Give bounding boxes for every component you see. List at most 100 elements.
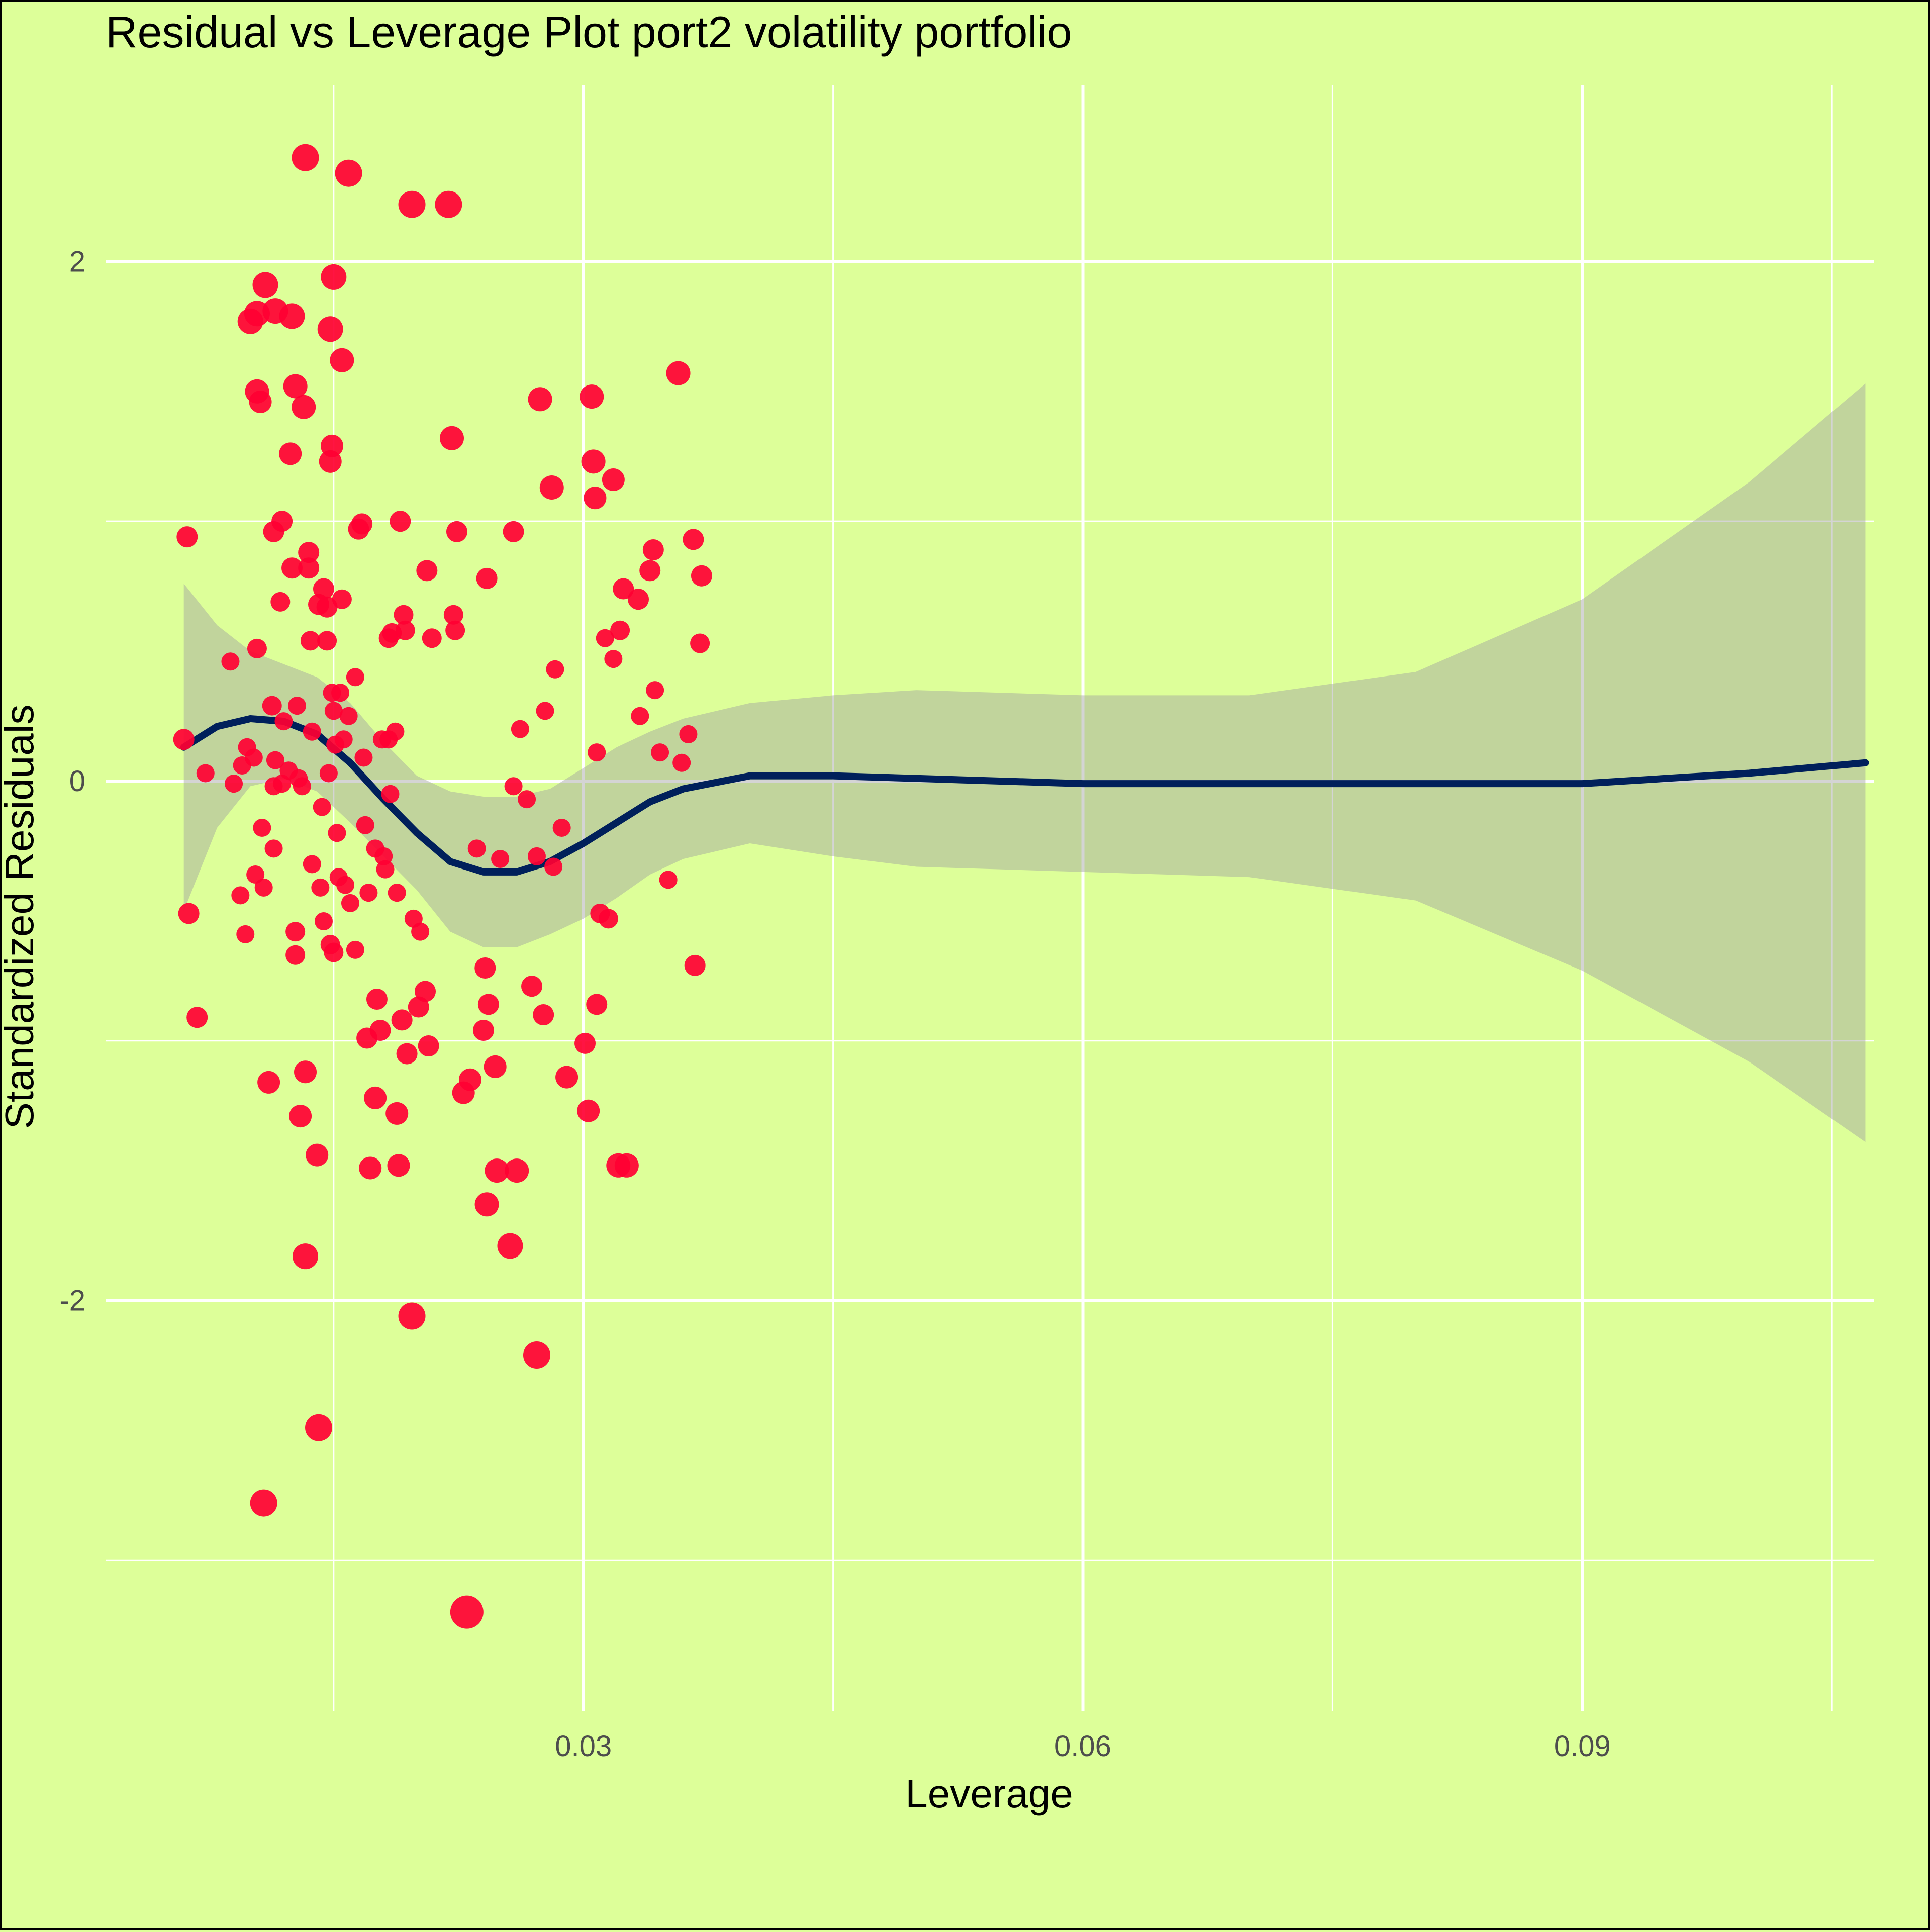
data-point bbox=[254, 878, 273, 897]
data-point bbox=[356, 816, 374, 834]
data-point bbox=[331, 684, 350, 702]
data-point bbox=[249, 390, 272, 413]
data-point bbox=[474, 957, 496, 979]
data-point bbox=[511, 720, 529, 738]
data-point bbox=[274, 712, 293, 731]
data-point bbox=[335, 159, 362, 187]
data-point bbox=[523, 1341, 550, 1369]
data-point bbox=[398, 190, 426, 218]
data-point bbox=[266, 751, 284, 769]
data-point bbox=[369, 1020, 391, 1041]
tick-labels: 0.03 0.06 0.09 -2 0 2 bbox=[59, 245, 1610, 1763]
data-point bbox=[672, 753, 691, 772]
data-point bbox=[386, 722, 405, 741]
data-point bbox=[659, 871, 678, 889]
data-point bbox=[580, 384, 604, 409]
data-point bbox=[351, 513, 373, 535]
data-point bbox=[257, 1071, 280, 1094]
data-point bbox=[613, 578, 634, 600]
data-point bbox=[279, 442, 302, 465]
x-tick-label: 0.09 bbox=[1554, 1730, 1611, 1763]
data-point bbox=[610, 620, 630, 640]
data-point bbox=[474, 1192, 499, 1217]
data-point bbox=[321, 264, 347, 290]
data-point bbox=[388, 884, 406, 902]
data-point bbox=[546, 660, 564, 679]
data-point bbox=[316, 596, 338, 618]
data-point bbox=[313, 578, 334, 600]
data-point bbox=[446, 521, 467, 542]
data-point bbox=[467, 839, 486, 858]
data-point bbox=[250, 1489, 277, 1517]
data-point bbox=[324, 942, 344, 962]
data-point bbox=[491, 849, 510, 868]
data-point bbox=[391, 1009, 413, 1031]
points-layer bbox=[173, 144, 712, 1629]
data-point bbox=[313, 798, 331, 816]
data-point bbox=[533, 1004, 554, 1026]
x-tick-label: 0.06 bbox=[1054, 1730, 1111, 1763]
chart-title: Residual vs Leverage Plot port2 volatili… bbox=[106, 7, 1072, 57]
data-point bbox=[317, 631, 337, 651]
data-point bbox=[536, 702, 554, 720]
data-point bbox=[294, 1060, 317, 1084]
data-point bbox=[271, 511, 293, 532]
data-point bbox=[332, 589, 352, 609]
data-point bbox=[221, 652, 240, 671]
data-point bbox=[330, 348, 354, 372]
data-point bbox=[642, 539, 664, 561]
y-tick-label: 2 bbox=[69, 245, 85, 278]
data-point bbox=[178, 903, 200, 924]
data-point bbox=[395, 620, 415, 640]
data-point bbox=[298, 542, 320, 563]
data-point bbox=[252, 272, 278, 298]
data-point bbox=[298, 557, 320, 579]
data-point bbox=[346, 668, 364, 687]
data-point bbox=[485, 1158, 509, 1183]
data-point bbox=[631, 707, 649, 725]
data-point bbox=[666, 361, 691, 385]
data-point bbox=[292, 395, 316, 419]
data-point bbox=[646, 681, 664, 700]
y-tick-label: -2 bbox=[59, 1284, 85, 1317]
data-point bbox=[544, 857, 563, 876]
data-point bbox=[231, 886, 250, 905]
data-point bbox=[586, 994, 608, 1015]
data-point bbox=[602, 468, 625, 491]
data-point bbox=[588, 743, 606, 762]
data-point bbox=[283, 374, 308, 399]
data-point bbox=[394, 605, 414, 625]
data-point bbox=[497, 1233, 523, 1259]
data-point bbox=[319, 764, 338, 783]
y-axis-title: Standardized Residuals bbox=[2, 705, 42, 1129]
data-point bbox=[385, 1102, 409, 1125]
data-point bbox=[398, 1302, 426, 1330]
data-point bbox=[472, 1020, 494, 1041]
data-point bbox=[390, 511, 411, 532]
data-point bbox=[418, 1035, 439, 1057]
data-point bbox=[314, 912, 333, 931]
confidence-band-layer bbox=[183, 383, 1866, 1142]
data-point bbox=[574, 1032, 596, 1054]
data-point bbox=[505, 1158, 529, 1183]
data-point bbox=[614, 1153, 639, 1178]
data-point bbox=[411, 922, 430, 941]
data-point bbox=[244, 748, 263, 767]
data-point bbox=[584, 487, 607, 510]
data-point bbox=[287, 697, 306, 715]
data-point bbox=[293, 1243, 319, 1270]
data-point bbox=[577, 1099, 600, 1122]
data-point bbox=[303, 855, 321, 874]
data-point bbox=[458, 1068, 481, 1091]
data-point bbox=[262, 696, 282, 716]
data-point bbox=[279, 303, 305, 329]
data-point bbox=[289, 1105, 312, 1128]
data-point bbox=[334, 730, 353, 749]
data-point bbox=[317, 316, 343, 342]
data-point bbox=[690, 633, 710, 653]
data-point bbox=[300, 631, 320, 651]
data-point bbox=[305, 1414, 333, 1441]
data-point bbox=[422, 628, 442, 648]
x-tick-label: 0.03 bbox=[555, 1730, 612, 1763]
